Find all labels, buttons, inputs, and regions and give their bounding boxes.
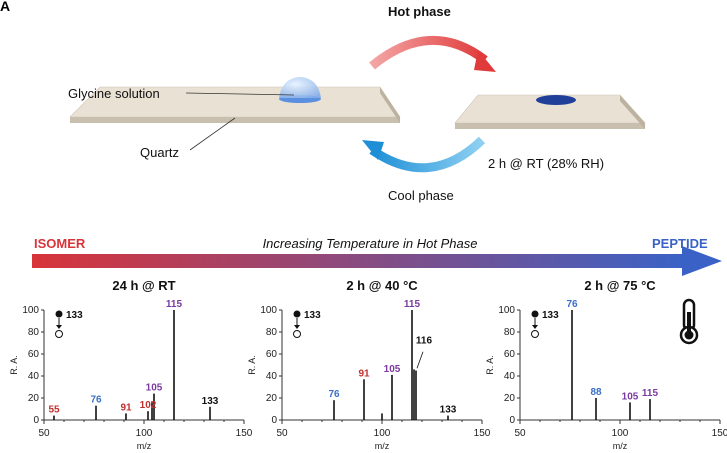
chart-title: 24 h @ RT bbox=[112, 278, 175, 293]
y-tick-label: 80 bbox=[28, 327, 40, 338]
glycine-label: Glycine solution bbox=[68, 86, 160, 101]
y-tick-label: 40 bbox=[266, 371, 278, 382]
peak-label: 91 bbox=[358, 368, 370, 379]
cool-phase-arrow bbox=[362, 140, 482, 168]
peak-label: 115 bbox=[166, 299, 183, 310]
open-circle-marker bbox=[56, 331, 63, 338]
peak-label: 105 bbox=[622, 391, 639, 402]
peak-label: 102 bbox=[140, 400, 157, 411]
gradient-center-label: Increasing Temperature in Hot Phase bbox=[263, 236, 478, 251]
peak-label: 105 bbox=[384, 364, 401, 375]
peak-label: 116 bbox=[416, 335, 433, 346]
condition-label: 2 h @ RT (28% RH) bbox=[488, 156, 604, 171]
legend-arrowhead bbox=[294, 325, 300, 329]
legend-arrowhead bbox=[56, 325, 62, 329]
peak-label: 133 bbox=[202, 396, 219, 407]
legend-label: 133 bbox=[304, 310, 321, 321]
dried-spot bbox=[536, 95, 576, 105]
glycine-droplet bbox=[279, 77, 321, 103]
x-tick-label: 150 bbox=[712, 428, 727, 439]
peak-label: 133 bbox=[440, 405, 457, 416]
y-tick-label: 60 bbox=[28, 349, 40, 360]
peptide-label: PEPTIDE bbox=[652, 236, 708, 251]
legend-label: 133 bbox=[66, 310, 83, 321]
peak-label: 76 bbox=[566, 299, 578, 310]
y-tick-label: 80 bbox=[266, 327, 278, 338]
y-tick-label: 40 bbox=[28, 371, 40, 382]
y-axis-label: R. A. bbox=[9, 355, 19, 375]
cool-phase-label: Cool phase bbox=[388, 188, 454, 203]
y-tick-label: 0 bbox=[509, 415, 515, 426]
legend-label: 133 bbox=[542, 310, 559, 321]
y-axis-label: R. A. bbox=[247, 355, 257, 375]
y-axis-label: R. A. bbox=[485, 355, 495, 375]
chart-title: 2 h @ 75 °C bbox=[584, 278, 656, 293]
legend-arrowhead bbox=[532, 325, 538, 329]
x-tick-label: 100 bbox=[612, 428, 629, 439]
thermometer-icon bbox=[681, 300, 697, 343]
y-tick-label: 80 bbox=[504, 327, 516, 338]
peak-label: 115 bbox=[404, 299, 421, 310]
quartz-slide-right bbox=[455, 95, 645, 129]
x-axis-label: m/z bbox=[375, 441, 390, 451]
schematic: Glycine solution Quartz Hot phase Cool p… bbox=[68, 4, 645, 203]
peak-label: 115 bbox=[642, 388, 659, 399]
peak-label: 105 bbox=[146, 383, 163, 394]
y-tick-label: 100 bbox=[498, 305, 515, 316]
filled-circle-marker bbox=[532, 311, 539, 318]
x-tick-label: 150 bbox=[474, 428, 491, 439]
y-tick-label: 0 bbox=[33, 415, 39, 426]
y-tick-label: 40 bbox=[504, 371, 516, 382]
x-tick-label: 100 bbox=[136, 428, 153, 439]
x-tick-label: 100 bbox=[374, 428, 391, 439]
y-tick-label: 60 bbox=[266, 349, 278, 360]
y-tick-label: 0 bbox=[271, 415, 277, 426]
y-tick-label: 60 bbox=[504, 349, 516, 360]
peak-label: 76 bbox=[90, 395, 102, 406]
peak-label: 91 bbox=[120, 402, 132, 413]
x-tick-label: 50 bbox=[276, 428, 288, 439]
y-tick-label: 20 bbox=[266, 393, 278, 404]
x-axis-label: m/z bbox=[137, 441, 152, 451]
open-circle-marker bbox=[532, 331, 539, 338]
hot-phase-label: Hot phase bbox=[388, 4, 451, 19]
spectrum-chart-rt: 24 h @ RT 0 20 40 60 80 100 50 100 150 m/z R. A. 133… bbox=[9, 278, 253, 451]
y-tick-label: 100 bbox=[260, 305, 277, 316]
y-tick-label: 100 bbox=[22, 305, 39, 316]
spectrum-chart-40c: 2 h @ 40 °C 0 20 40 60 80 100 50 100 150 m/z R. A. 1… bbox=[247, 278, 491, 451]
quartz-label: Quartz bbox=[140, 145, 179, 160]
hot-phase-arrow bbox=[372, 40, 496, 72]
filled-circle-marker bbox=[56, 311, 63, 318]
y-tick-label: 20 bbox=[28, 393, 40, 404]
x-axis-label: m/z bbox=[613, 441, 628, 451]
chart-title: 2 h @ 40 °C bbox=[346, 278, 418, 293]
x-tick-label: 50 bbox=[38, 428, 50, 439]
open-circle-marker bbox=[294, 331, 301, 338]
peak-label: 88 bbox=[590, 387, 602, 398]
y-tick-label: 20 bbox=[504, 393, 516, 404]
temperature-gradient-arrow: ISOMER Increasing Temperature in Hot Pha… bbox=[32, 236, 722, 276]
filled-circle-marker bbox=[294, 311, 301, 318]
peak-label: 55 bbox=[48, 405, 60, 416]
x-tick-label: 50 bbox=[514, 428, 526, 439]
isomer-label: ISOMER bbox=[34, 236, 86, 251]
peak-label-leader bbox=[417, 352, 423, 369]
peak-label: 76 bbox=[328, 389, 340, 400]
x-tick-label: 150 bbox=[236, 428, 253, 439]
